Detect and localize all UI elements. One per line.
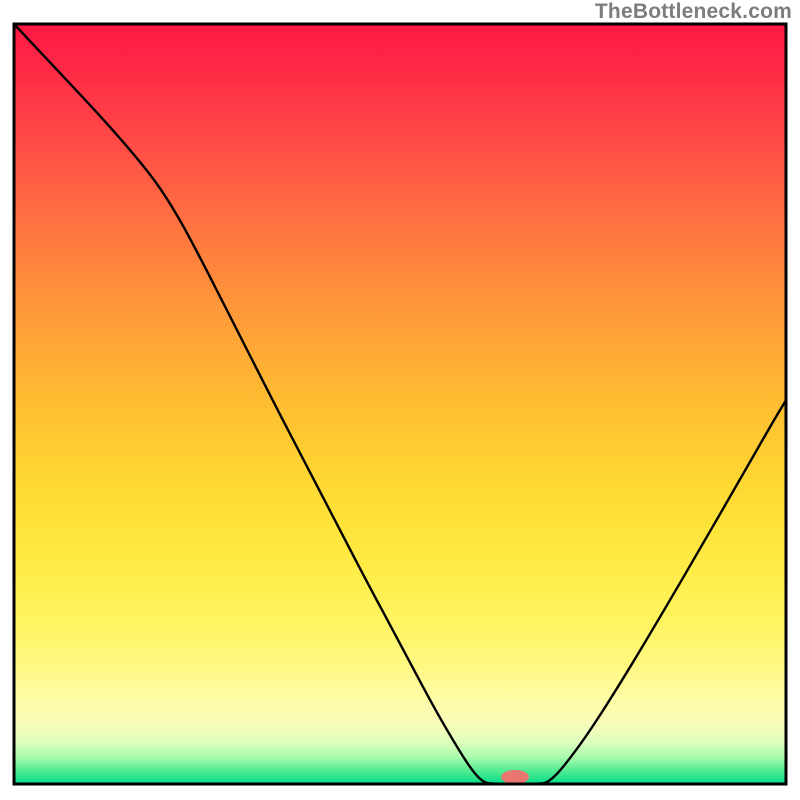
plot-background xyxy=(14,24,786,784)
optimal-point-marker xyxy=(501,770,529,784)
watermark-label: TheBottleneck.com xyxy=(595,0,792,24)
bottleneck-curve-chart xyxy=(0,0,800,800)
